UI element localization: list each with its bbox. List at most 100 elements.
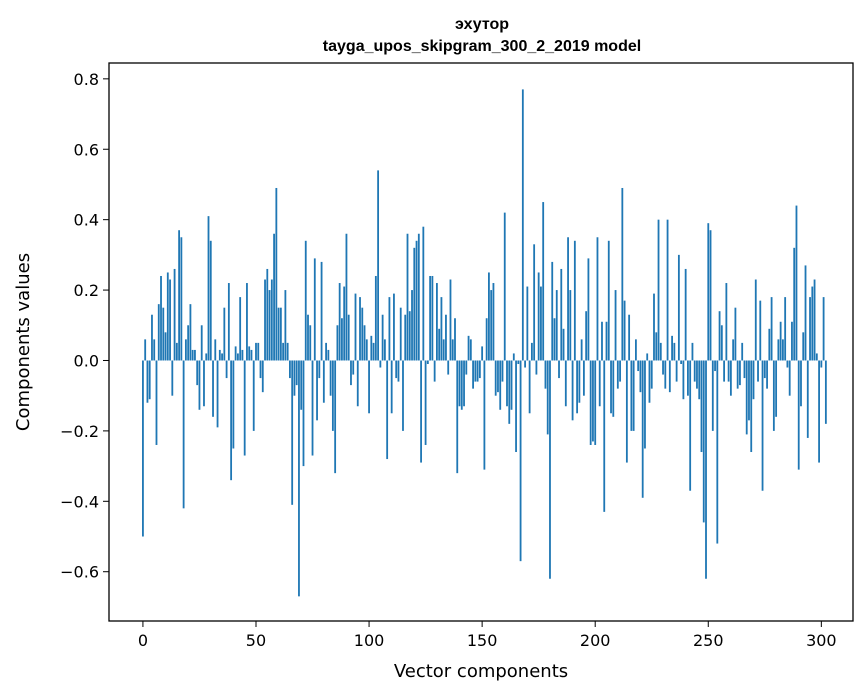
bar [718, 311, 721, 361]
bar [345, 233, 348, 361]
x-tick-label: 250 [693, 631, 724, 650]
bar [741, 342, 744, 361]
bar [397, 360, 400, 382]
bar [788, 360, 791, 396]
bar [745, 360, 748, 435]
bar [689, 360, 692, 491]
bar [451, 339, 454, 361]
bar [698, 360, 701, 400]
bar [257, 342, 260, 361]
bar [659, 342, 662, 361]
bar [178, 230, 181, 361]
bar [209, 240, 212, 361]
bar [218, 349, 221, 361]
bar [146, 360, 149, 403]
bar [637, 360, 640, 372]
bar [445, 314, 447, 361]
bar [820, 360, 823, 368]
bar [196, 360, 199, 386]
x-axis-label: Vector components [394, 661, 568, 682]
bar [494, 360, 497, 396]
bar [474, 360, 477, 382]
bar [521, 89, 524, 361]
bar [795, 205, 798, 361]
bar [187, 325, 190, 361]
bar [311, 360, 314, 456]
bar [316, 360, 318, 421]
bar [648, 360, 651, 403]
bar [797, 360, 800, 470]
bar [668, 360, 671, 393]
bar [594, 360, 597, 445]
bar [632, 360, 635, 431]
bar [153, 339, 156, 361]
bar [198, 360, 201, 410]
bar [702, 360, 705, 523]
bar [605, 321, 608, 361]
bar [551, 261, 554, 361]
bar [377, 170, 380, 361]
bar [546, 360, 549, 435]
bar [243, 360, 246, 456]
bar [714, 360, 716, 372]
bar [284, 290, 287, 361]
bar [411, 290, 413, 361]
bar [635, 339, 637, 361]
bar [750, 360, 753, 453]
bar [630, 360, 633, 431]
x-tick-label: 50 [246, 631, 266, 650]
bar [571, 360, 574, 421]
bar [567, 237, 569, 361]
y-tick-label: −0.4 [60, 492, 99, 511]
bar [458, 360, 461, 407]
bar [775, 360, 778, 417]
bar [553, 318, 556, 361]
bar [467, 335, 470, 361]
bar [578, 360, 581, 403]
bar [684, 268, 687, 361]
bar [739, 360, 741, 386]
bar [417, 233, 420, 361]
bar [320, 261, 323, 361]
bar [207, 216, 210, 361]
bar [227, 283, 230, 361]
bar [616, 360, 619, 389]
bar [680, 360, 683, 364]
bar [239, 297, 242, 361]
bar [499, 360, 502, 410]
y-tick-label: 0.8 [74, 70, 99, 89]
y-tick-label: 0.6 [74, 140, 99, 159]
bar [460, 360, 463, 410]
bar [205, 353, 208, 361]
bar [406, 233, 409, 361]
bar [666, 219, 669, 361]
bar [777, 339, 780, 361]
y-tick-label: −0.2 [60, 422, 99, 441]
bar [612, 360, 615, 417]
bar [232, 360, 235, 449]
bar [370, 335, 373, 361]
bar [720, 325, 723, 361]
x-tick-label: 200 [580, 631, 611, 650]
bar [809, 297, 811, 361]
bar [596, 237, 599, 361]
bar [221, 353, 223, 361]
bar [162, 307, 165, 361]
bar [273, 233, 275, 361]
bar [230, 360, 233, 481]
bar [515, 360, 517, 453]
bar [623, 300, 626, 361]
bar [506, 360, 508, 407]
bar [424, 360, 427, 445]
bar [463, 360, 465, 407]
bar [248, 346, 251, 361]
bar [770, 297, 773, 361]
bar [436, 283, 438, 361]
x-tick-label: 100 [354, 631, 385, 650]
y-axis-label: Components values [13, 253, 34, 431]
bar [277, 307, 280, 361]
bar [682, 360, 685, 400]
bar [291, 360, 294, 505]
bar [255, 342, 257, 361]
bar [282, 342, 285, 361]
